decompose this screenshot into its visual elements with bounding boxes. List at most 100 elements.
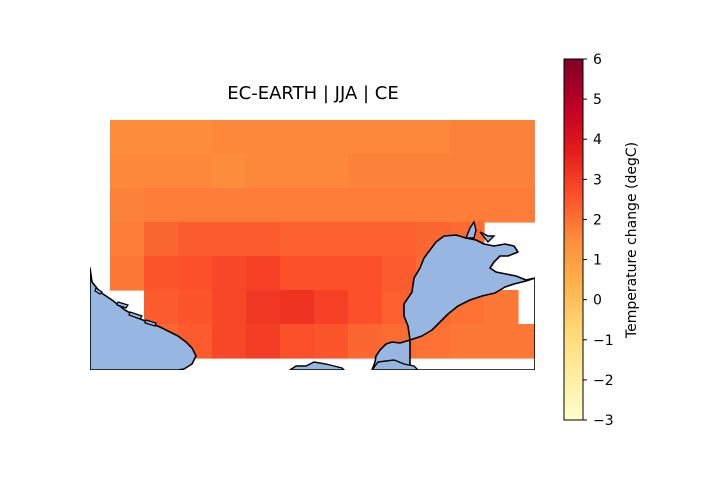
grid-cell [178, 154, 213, 189]
grid-cell [246, 256, 281, 291]
grid-cell [144, 222, 179, 257]
grid-cell [484, 120, 519, 155]
grid-cell [484, 290, 519, 325]
grid-cell [416, 154, 451, 189]
grid-cell [246, 188, 281, 223]
grid-cell [518, 120, 535, 155]
grid-cell [416, 120, 451, 155]
grid-cell [110, 120, 145, 155]
black-sea [371, 234, 535, 370]
grid-cell [212, 324, 247, 359]
grid-cell [246, 222, 281, 257]
grid-cell [382, 256, 417, 291]
grid-cell [450, 154, 485, 189]
grid-cell [110, 188, 145, 223]
colorbar-tick-label: 6 [593, 52, 602, 68]
island [128, 311, 143, 320]
grid-cell [518, 154, 535, 189]
grid-cell [280, 188, 315, 223]
grid-cell [212, 222, 247, 257]
colorbar-label: Temperature change (degC) [624, 142, 640, 339]
map-title: EC-EARTH | JJA | CE [227, 83, 398, 104]
island [94, 287, 103, 295]
grid-cell [212, 188, 247, 223]
grid-cell [348, 120, 383, 155]
grid-cell [280, 290, 315, 325]
grid-cell [484, 154, 519, 189]
grid-cell [314, 188, 349, 223]
aegean-fragment [288, 361, 345, 370]
island [116, 301, 129, 309]
grid-cell [314, 290, 349, 325]
grid-cell [212, 120, 247, 155]
colorbar-tick-label: 1 [593, 253, 602, 269]
azov-detail [464, 220, 496, 244]
grid-cell [246, 120, 281, 155]
colorbar-tick-label: 0 [593, 293, 602, 309]
grid-cell [450, 120, 485, 155]
grid-cell [144, 256, 179, 291]
colorbar-tick-label: 4 [593, 132, 602, 148]
grid-cell [246, 290, 281, 325]
grid-cell [280, 324, 315, 359]
grid-cell [178, 188, 213, 223]
grid-cell [178, 290, 213, 325]
colorbar-tick-label: −1 [593, 333, 614, 349]
grid-cell [110, 256, 145, 291]
grid-cell [382, 188, 417, 223]
grid-cell [144, 120, 179, 155]
grid-cell [110, 222, 145, 257]
grid-cell [348, 290, 383, 325]
colorbar-gradient [563, 58, 584, 421]
grid-cell [280, 222, 315, 257]
grid-cell [314, 324, 349, 359]
map-area [90, 120, 535, 370]
grid-cell [144, 290, 179, 325]
grid-cell [144, 188, 179, 223]
grid-cell [280, 154, 315, 189]
grid-cell [348, 222, 383, 257]
colorbar-tick-label: 3 [593, 172, 602, 188]
grid-cell [382, 222, 417, 257]
colorbar-tick-label: 5 [593, 92, 602, 108]
grid-cell [246, 324, 281, 359]
grid-cell [450, 324, 485, 359]
grid-cell [178, 222, 213, 257]
grid-cell [280, 256, 315, 291]
colorbar-tick-label: −2 [593, 373, 614, 389]
grid-cell [416, 188, 451, 223]
grid-cell [144, 154, 179, 189]
colorbar-tick-label: 2 [593, 212, 602, 228]
grid-cell [178, 120, 213, 155]
grid-cell [314, 256, 349, 291]
grid-cell [314, 222, 349, 257]
grid-cell [348, 154, 383, 189]
grid-cell [382, 120, 417, 155]
grid-cell [348, 256, 383, 291]
grid-cell [518, 324, 535, 359]
grid-cell [212, 290, 247, 325]
grid-cell [246, 154, 281, 189]
grid-cell [314, 154, 349, 189]
grid-cell [212, 154, 247, 189]
grid-cell [484, 324, 519, 359]
grid-cell [348, 188, 383, 223]
grid-cell [348, 324, 383, 359]
grid-cell [280, 120, 315, 155]
island [144, 319, 157, 327]
colorbar: 6 5 4 3 2 1 0 −1 −2 −3 Temperature change (degC) [563, 52, 640, 429]
grid-cell [450, 188, 485, 223]
colorbar-tick-label: −3 [593, 413, 614, 429]
colorbar-ticks: 6 5 4 3 2 1 0 −1 −2 −3 [583, 52, 614, 429]
grid-cell [212, 256, 247, 291]
grid-cell [518, 188, 535, 223]
grid-cell [178, 256, 213, 291]
grid-cell [110, 154, 145, 189]
temperature-grid [110, 120, 535, 359]
grid-cell [382, 154, 417, 189]
adriatic-sea [90, 267, 197, 370]
grid-cell [314, 120, 349, 155]
marmara-fragment [371, 359, 419, 370]
grid-cell [484, 188, 519, 223]
